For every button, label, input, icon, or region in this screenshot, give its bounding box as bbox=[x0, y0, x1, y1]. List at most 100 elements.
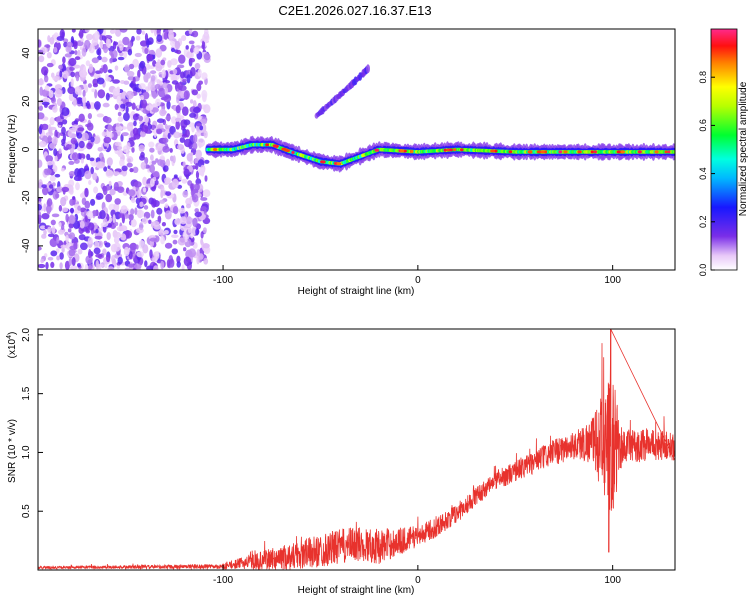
noise-cell bbox=[69, 66, 75, 71]
noise-cell bbox=[204, 159, 210, 164]
noise-cell bbox=[38, 39, 42, 48]
noise-cell bbox=[87, 237, 93, 245]
noise-cell bbox=[53, 46, 58, 53]
spectrogram-y-tick-label: 0 bbox=[21, 146, 32, 152]
noise-cell bbox=[139, 154, 145, 161]
noise-cell bbox=[87, 83, 92, 88]
noise-cell bbox=[88, 180, 92, 185]
noise-cell bbox=[188, 57, 196, 63]
noise-cell bbox=[61, 126, 66, 135]
snr-y-tick-label: 1.0 bbox=[21, 445, 32, 459]
noise-cell bbox=[150, 209, 155, 219]
noise-cell bbox=[140, 40, 148, 47]
noise-cell bbox=[77, 205, 81, 211]
noise-cell bbox=[138, 144, 145, 152]
noise-cell bbox=[108, 180, 112, 187]
noise-cell bbox=[163, 230, 169, 235]
noise-cell bbox=[178, 207, 186, 214]
noise-cell bbox=[154, 83, 161, 90]
noise-cell bbox=[117, 186, 125, 194]
noise-cell bbox=[135, 35, 141, 41]
noise-cell bbox=[133, 263, 142, 270]
noise-cell bbox=[114, 141, 121, 147]
noise-cell bbox=[85, 225, 90, 233]
noise-cell bbox=[62, 56, 66, 64]
noise-cell bbox=[87, 113, 92, 120]
noise-cell bbox=[155, 252, 160, 257]
noise-cell bbox=[144, 157, 149, 165]
noise-cell bbox=[73, 175, 82, 182]
noise-cell bbox=[68, 232, 76, 240]
noise-cell bbox=[121, 132, 129, 137]
noise-cell bbox=[120, 126, 127, 130]
noise-cell bbox=[120, 205, 128, 214]
noise-cell bbox=[196, 83, 202, 92]
noise-cell bbox=[54, 173, 61, 178]
noise-cell bbox=[48, 126, 57, 131]
noise-cell bbox=[142, 176, 148, 186]
noise-cell bbox=[127, 263, 135, 268]
noise-cell bbox=[175, 105, 181, 114]
snr-multiplier-base: (x10 bbox=[7, 338, 18, 358]
noise-cell bbox=[132, 113, 139, 121]
noise-cell bbox=[160, 236, 166, 245]
noise-cell bbox=[119, 45, 124, 51]
noise-cell bbox=[84, 29, 90, 33]
noise-cell bbox=[94, 30, 100, 41]
noise-cell bbox=[162, 145, 170, 153]
noise-cell bbox=[59, 252, 64, 260]
noise-cell bbox=[179, 216, 187, 225]
noise-cell bbox=[69, 265, 78, 270]
noise-cell bbox=[52, 76, 60, 81]
noise-cell bbox=[71, 143, 76, 150]
noise-cell bbox=[61, 186, 70, 193]
snr-y-tick-label: 0.5 bbox=[21, 504, 32, 518]
noise-cell bbox=[180, 71, 185, 79]
noise-cell bbox=[186, 153, 193, 162]
noise-cell bbox=[78, 90, 82, 96]
noise-cell bbox=[94, 240, 100, 250]
noise-cell bbox=[149, 147, 155, 153]
noise-cell bbox=[77, 127, 85, 132]
noise-cell bbox=[141, 217, 149, 224]
noise-cell bbox=[173, 131, 181, 139]
noise-cell bbox=[164, 87, 169, 95]
noise-cell bbox=[73, 120, 78, 125]
noise-cell bbox=[203, 257, 209, 265]
noise-cell bbox=[56, 236, 60, 244]
noise-cell bbox=[50, 261, 55, 268]
noise-cell bbox=[56, 255, 60, 261]
noise-cell bbox=[86, 153, 91, 161]
noise-cell bbox=[115, 122, 121, 127]
noise-cell bbox=[172, 68, 178, 75]
spectrogram-x-tick-label: 100 bbox=[604, 275, 621, 286]
noise-cell bbox=[113, 236, 120, 244]
noise-cell bbox=[46, 206, 51, 215]
ridge-peak-cell bbox=[494, 149, 498, 153]
noise-cell bbox=[109, 58, 113, 64]
spectrogram-marks bbox=[38, 29, 675, 270]
ridge-peak-cell bbox=[453, 148, 457, 152]
noise-cell bbox=[203, 52, 211, 61]
noise-cell bbox=[152, 170, 160, 178]
noise-cell bbox=[49, 238, 58, 248]
noise-cell bbox=[186, 203, 191, 209]
noise-cell bbox=[69, 245, 78, 251]
noise-cell bbox=[123, 246, 130, 257]
noise-cell bbox=[188, 248, 197, 258]
noise-cell bbox=[107, 222, 112, 228]
noise-cell bbox=[68, 257, 73, 266]
noise-cell bbox=[131, 102, 136, 110]
noise-cell bbox=[117, 111, 122, 117]
noise-cell bbox=[196, 93, 201, 99]
noise-cell bbox=[114, 221, 119, 227]
noise-cell bbox=[114, 29, 122, 37]
noise-cell bbox=[167, 132, 171, 139]
noise-cell bbox=[82, 89, 86, 98]
noise-cell bbox=[62, 133, 66, 143]
noise-cell bbox=[63, 38, 69, 43]
noise-cell bbox=[70, 137, 78, 145]
noise-cell bbox=[195, 149, 202, 159]
noise-cell bbox=[107, 124, 113, 132]
noise-cell bbox=[98, 240, 103, 248]
